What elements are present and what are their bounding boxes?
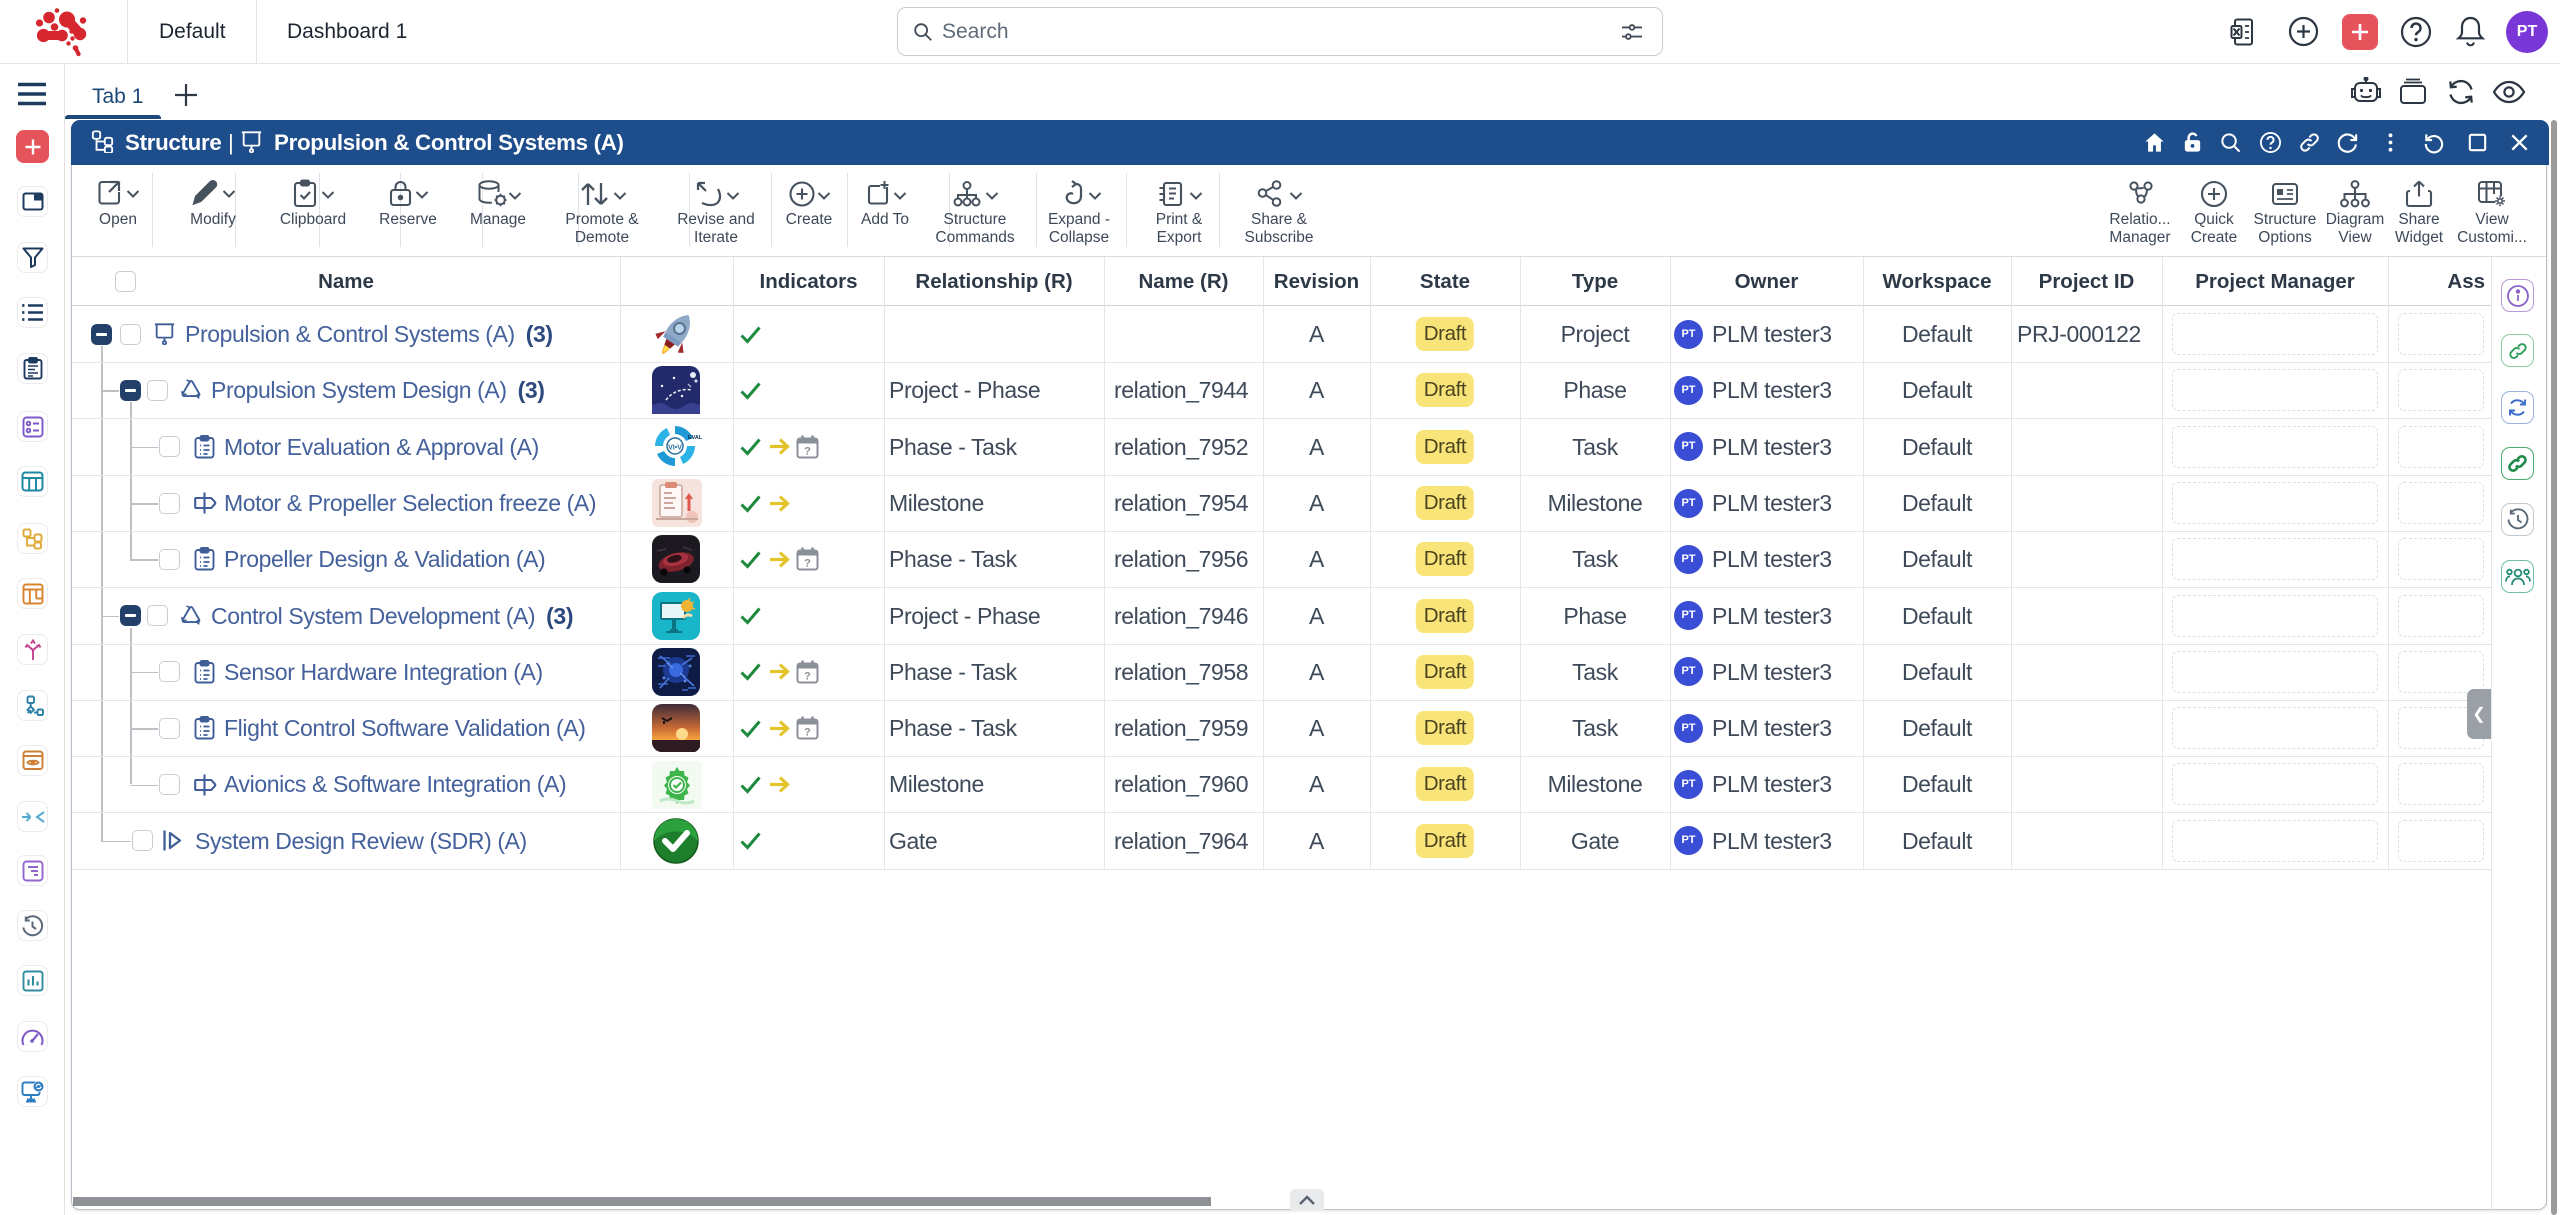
svg-text:?: ? [804, 671, 811, 683]
svg-text:EVALUATE: EVALUATE [688, 435, 702, 441]
svg-text:?: ? [804, 446, 811, 458]
svg-text:?: ? [804, 558, 811, 570]
svg-text:VI•V: VI•V [668, 445, 682, 452]
svg-text:?: ? [804, 727, 811, 739]
